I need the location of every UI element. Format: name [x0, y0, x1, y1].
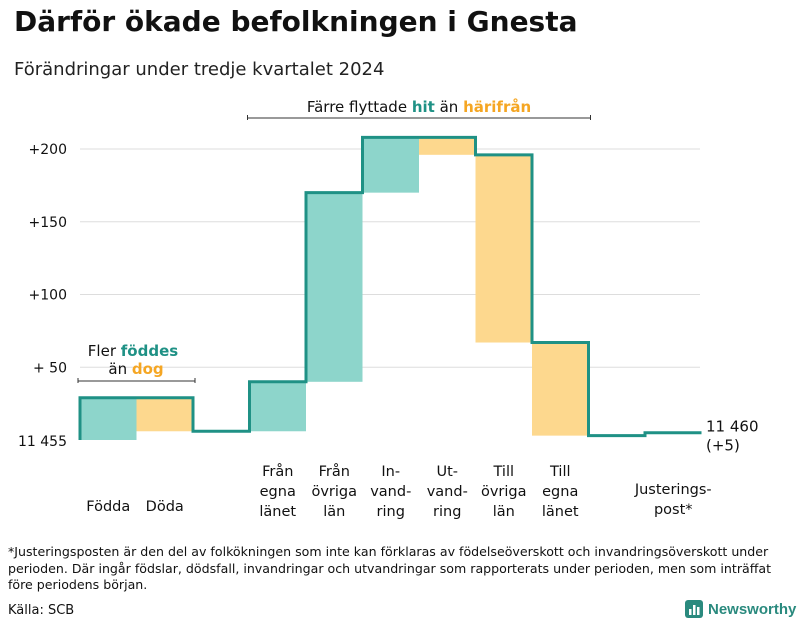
annotation-part: föddes [121, 342, 178, 360]
end-change-label: (+5) [706, 437, 740, 455]
logo-text: Newsworthy [708, 600, 797, 618]
x-tick-label: Ut- [436, 464, 458, 480]
y-tick-label: + 50 [33, 360, 67, 376]
x-tick-label: Från [262, 463, 293, 480]
x-tick-label: egna [260, 484, 296, 500]
bar [532, 342, 589, 436]
annotation-part: än [108, 360, 131, 378]
x-tick-label: Till [493, 464, 515, 480]
annotation-part: härifrån [463, 98, 531, 116]
footnote: *Justeringsposten är den del av folkökni… [8, 544, 772, 592]
x-tick-label: län [323, 504, 345, 520]
left-annotation-line1: Fler föddes [88, 342, 178, 360]
y-tick-label: +150 [29, 215, 67, 231]
y-tick-label: +200 [29, 142, 67, 158]
bar [306, 192, 363, 382]
x-tick-label: Döda [146, 499, 184, 515]
newsworthy-logo: Newsworthy [685, 600, 796, 618]
bar-chart-icon [685, 600, 703, 618]
bar [249, 381, 306, 432]
x-tick-label: ring [377, 504, 405, 520]
x-tick-label: övriga [481, 484, 527, 500]
y-tick-label: +100 [29, 288, 67, 304]
x-tick-label: länet [259, 504, 296, 520]
x-tick-label: Från [319, 463, 350, 480]
annotation-part: Fler [88, 342, 121, 360]
bar [136, 397, 193, 432]
x-tick-label: egna [542, 484, 578, 500]
annotation-part: än [435, 98, 463, 116]
x-tick-label: ring [433, 504, 461, 520]
annotation-part: dog [132, 360, 164, 378]
x-tick-label: övriga [311, 484, 357, 500]
cumulative-line [78, 135, 702, 440]
left-bracket [77, 378, 196, 383]
x-tick-label: Till [549, 464, 571, 480]
bar [475, 154, 532, 343]
bar [80, 397, 137, 440]
end-value-label: 11 460 [706, 418, 759, 436]
x-tick-label: Födda [86, 499, 130, 515]
bar [419, 137, 476, 155]
annotation-part: Färre flyttade [307, 98, 412, 116]
chart-title: Därför ökade befolkningen i Gnesta [14, 5, 578, 38]
left-annotation-line2: än dog [108, 360, 163, 378]
x-tick-label: In- [381, 464, 400, 480]
x-tick-label: län [493, 504, 515, 520]
source-label: Källa: SCB [8, 603, 75, 618]
y-base-label: 11 455 [18, 434, 67, 450]
bar [362, 137, 419, 193]
top-bracket [247, 115, 591, 120]
x-tick-label: post* [654, 502, 693, 518]
top-annotation: Färre flyttade hit än härifrån [307, 98, 531, 116]
x-tick-label: vand- [427, 484, 468, 500]
x-tick-label: länet [542, 504, 579, 520]
chart-subtitle: Förändringar under tredje kvartalet 2024 [14, 59, 385, 80]
x-tick-label: vand- [370, 484, 411, 500]
waterfall-chart: + 50 +100 +150 +200 11 455 Födda Döda Från egna l… [18, 98, 759, 520]
annotation-part: hit [412, 98, 435, 116]
x-tick-label: Justerings- [634, 482, 712, 498]
